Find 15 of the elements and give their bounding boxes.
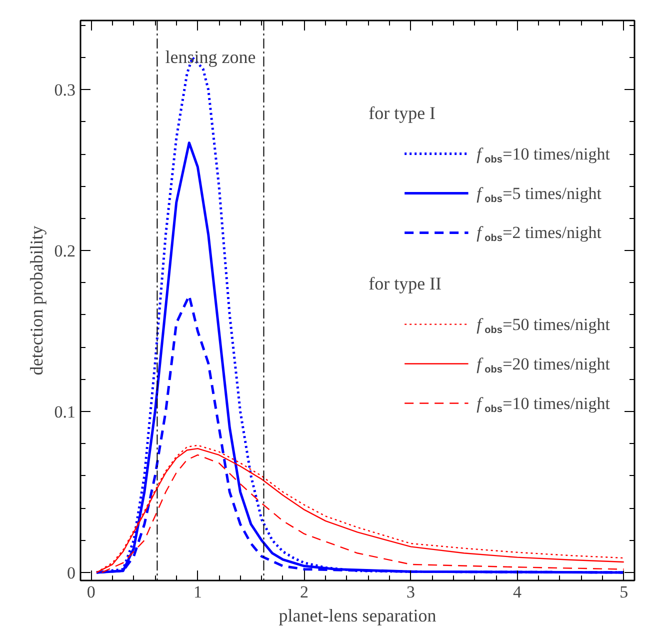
x-tick-label: 5 (620, 582, 628, 602)
x-tick-label: 4 (513, 582, 522, 602)
x-tick-label: 3 (406, 582, 416, 602)
y-tick-label: 0.3 (54, 80, 76, 100)
annotation: for type I (368, 102, 436, 123)
x-axis-title: planet-lens separation (278, 606, 436, 626)
y-axis-title: detection probability (26, 226, 46, 376)
annotation: for type II (368, 273, 442, 294)
y-tick-label: 0.1 (54, 402, 76, 422)
x-tick-label: 1 (193, 582, 202, 602)
x-tick-label: 2 (300, 582, 308, 602)
y-tick-label: 0 (67, 563, 76, 582)
x-tick-label: 0 (86, 582, 96, 602)
y-tick-label: 0.2 (54, 242, 76, 261)
annotation: lensing zone (165, 46, 256, 67)
